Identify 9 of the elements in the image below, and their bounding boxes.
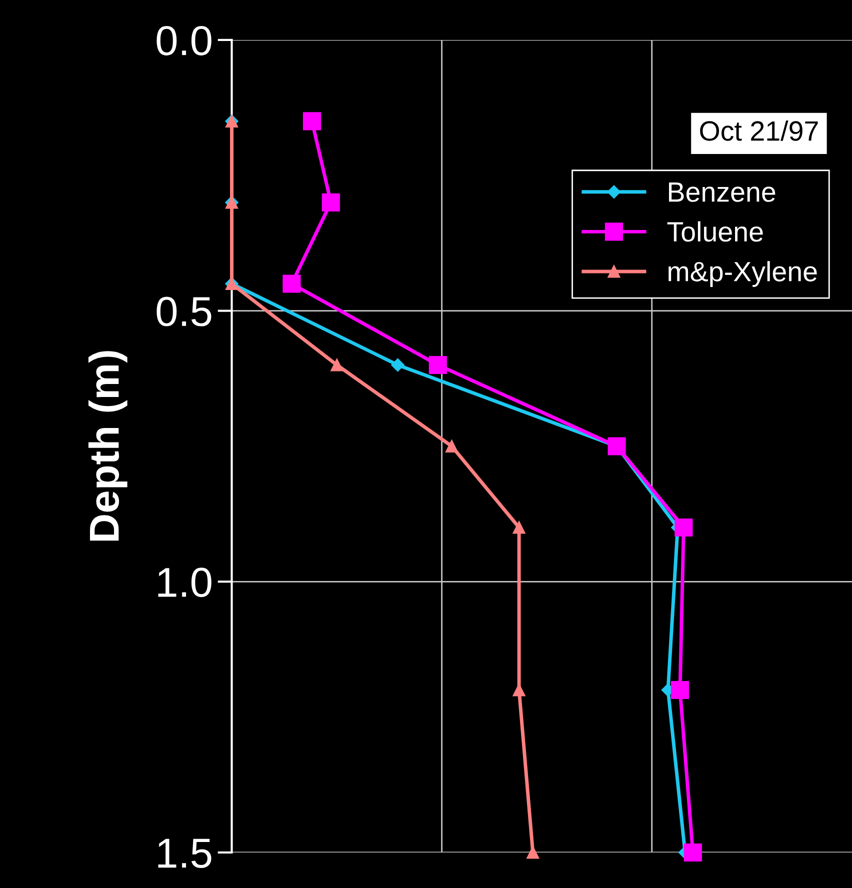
y-tick-label: 0.5 <box>156 296 212 326</box>
legend-label: Benzene <box>669 182 776 202</box>
y-tick-label: 1.0 <box>158 568 212 598</box>
legend-label: m&p-Xylene <box>668 261 817 287</box>
legend-label: Toluene <box>667 221 763 242</box>
y-axis-title: Depth (m) <box>88 351 128 541</box>
y-tick-label: 1.5 <box>158 838 212 868</box>
y-tick-label: 0.0 <box>156 26 212 56</box>
legend-title: Oct 21/97 <box>700 120 818 141</box>
